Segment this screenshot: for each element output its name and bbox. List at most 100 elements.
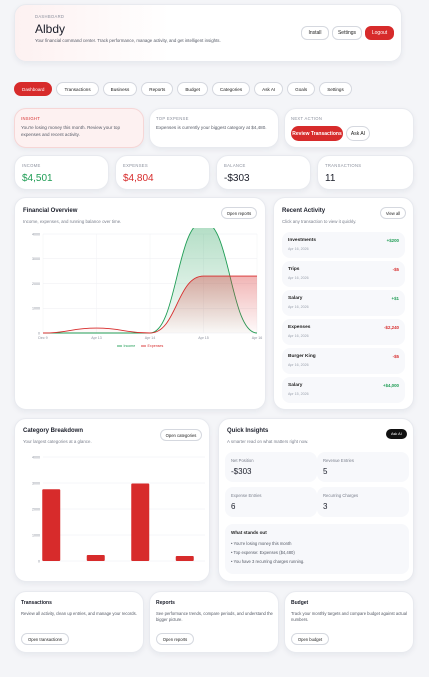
ask-ai-button[interactable]: Ask AI [346, 126, 370, 141]
open-transactions-button[interactable]: Open transactions [21, 633, 69, 645]
y-tick-label: 3000 [32, 257, 40, 261]
activity-item[interactable]: Investments Apr 16, 2026 +$200 [282, 232, 405, 258]
logout-button[interactable]: Logout [365, 26, 394, 40]
stat-transactions-value: 11 [325, 173, 336, 184]
stands-out-item: • Top expense: Expenses ($4,480) [231, 550, 295, 555]
open-categories-button[interactable]: Open categories [160, 429, 202, 441]
activity-item-amount: +$1 [391, 296, 399, 301]
activity-item[interactable]: Expenses Apr 16, 2026 -$2,240 [282, 319, 405, 345]
top-expense-text: Expenses is currently your biggest categ… [156, 125, 267, 130]
y-tick-label: 0 [38, 331, 40, 335]
category-breakdown-card: Category Breakdown Your largest categori… [14, 418, 210, 582]
series-area-expenses [43, 276, 257, 333]
activity-item-name: Burger King [288, 354, 316, 359]
tab-ask-ai[interactable]: Ask AI [254, 82, 284, 96]
activity-item-name: Expenses [288, 325, 311, 330]
x-tick-label: Apr 16 [252, 336, 263, 340]
activity-item-amount: -$2,240 [384, 325, 399, 330]
x-tick-label: Dec 9 [38, 336, 47, 340]
recent-activity-card: Recent Activity Click any transaction to… [273, 197, 414, 410]
stat-income-value: $4,501 [22, 173, 53, 184]
review-transactions-button[interactable]: Review Transactions [291, 126, 343, 141]
insight-label: INSIGHT [21, 116, 41, 121]
activity-item-amount: -$5 [392, 267, 399, 272]
expense-entries-box: Expense Entries 6 [225, 487, 317, 517]
nav-tabs: Dashboard Transactions Business Reports … [14, 82, 352, 96]
reports-shortcut-card: Reports See performance trends, compare … [149, 591, 279, 653]
activity-item-date: Apr 16, 2026 [288, 247, 309, 251]
activity-item-amount: -$5 [392, 354, 399, 359]
financial-overview-card: Financial Overview Income, expenses, and… [14, 197, 266, 410]
expense-entries-value: 6 [231, 502, 236, 511]
activity-item-date: Apr 16, 2026 [288, 363, 309, 367]
shortcut-text: Review all activity, clean up entries, a… [21, 611, 137, 616]
tab-transactions[interactable]: Transactions [56, 82, 99, 96]
overview-chart: 0 1000 2000 3000 4000 Dec 9 Apr 13 Apr 14 Apr 15… [32, 228, 263, 348]
y-tick-label: 3000 [32, 481, 40, 485]
activity-item-name: Salary [288, 296, 303, 301]
activity-item[interactable]: Salary Apr 15, 2026 +$4,000 [282, 377, 405, 403]
shortcut-title: Budget [291, 600, 309, 606]
revenue-entries-box: Revenue Entries 5 [317, 452, 409, 482]
legend-label: Expenses [148, 344, 164, 348]
tab-dashboard[interactable]: Dashboard [14, 82, 53, 96]
settings-button[interactable]: Settings [332, 26, 362, 40]
tab-categories[interactable]: Categories [211, 82, 251, 96]
overview-subtitle: Income, expenses, and running balance ov… [23, 219, 122, 224]
activity-item[interactable]: Salary Apr 16, 2026 +$1 [282, 290, 405, 316]
overview-title: Financial Overview [23, 208, 78, 214]
activity-item-name: Trips [288, 267, 300, 272]
stat-balance-label: BALANCE [224, 163, 246, 168]
stat-transactions-label: TRANSACTIONS [325, 163, 362, 168]
y-tick-label: 4000 [32, 455, 40, 459]
category-bar [86, 555, 105, 561]
y-tick-label: 4000 [32, 232, 40, 236]
recurring-charges-box: Recurring Charges 3 [317, 487, 409, 517]
shortcut-title: Reports [156, 600, 175, 606]
activity-item[interactable]: Burger King Apr 16, 2026 -$5 [282, 348, 405, 374]
activity-item-date: Apr 15, 2026 [288, 392, 309, 396]
next-action-label: NEXT ACTION [291, 116, 323, 121]
header-card: DASHBOARD Albdy Your financial command c… [14, 4, 402, 62]
stat-expenses-label: EXPENSES [123, 163, 148, 168]
stat-expenses: EXPENSES $4,804 [115, 155, 210, 190]
install-button[interactable]: Install [301, 26, 329, 40]
x-tick-label: Apr 15 [198, 336, 209, 340]
quick-title: Quick Insights [227, 428, 269, 434]
stat-income-label: INCOME [22, 163, 41, 168]
y-tick-label: 1000 [32, 533, 40, 537]
transactions-shortcut-card: Transactions Review all activity, clean … [14, 591, 144, 653]
tab-budget[interactable]: Budget [177, 82, 208, 96]
tab-reports[interactable]: Reports [141, 82, 174, 96]
stat-income: INCOME $4,501 [14, 155, 109, 190]
net-position-box: Net Position -$303 [225, 452, 317, 482]
ask-ai-badge[interactable]: Ask AI [386, 429, 407, 439]
budget-shortcut-card: Budget Track your monthly targets and co… [284, 591, 414, 653]
open-reports-button[interactable]: Open reports [221, 207, 257, 219]
header-eyebrow: DASHBOARD [35, 14, 65, 19]
top-expense-card: TOP EXPENSE Expenses is currently your b… [149, 108, 279, 148]
shortcut-text: Track your monthly targets and compare b… [291, 611, 407, 623]
net-position-value: -$303 [231, 467, 252, 476]
activity-item-name: Investments [288, 238, 316, 243]
tab-settings[interactable]: Settings [319, 82, 352, 96]
x-tick-label: Apr 13 [91, 336, 102, 340]
open-budget-button[interactable]: Open budget [291, 633, 329, 645]
activity-item-date: Apr 16, 2026 [288, 334, 309, 338]
activity-item-amount: +$4,000 [383, 383, 399, 388]
stat-balance-value: -$303 [224, 173, 250, 184]
category-title: Category Breakdown [23, 428, 84, 434]
shortcut-text: See performance trends, compare periods,… [156, 611, 273, 623]
view-all-button[interactable]: View all [380, 207, 406, 219]
x-tick-label: Apr 14 [145, 336, 156, 340]
activity-title: Recent Activity [282, 208, 326, 214]
activity-item-amount: +$200 [386, 238, 399, 243]
open-reports-shortcut-button[interactable]: Open reports [156, 633, 194, 645]
app-name: Albdy [35, 22, 66, 36]
stands-out-box: What stands out • You're losing money th… [225, 524, 409, 574]
expense-entries-label: Expense Entries [231, 493, 262, 498]
category-bar [175, 556, 194, 561]
tab-goals[interactable]: Goals [287, 82, 316, 96]
activity-item[interactable]: Trips Apr 16, 2026 -$5 [282, 261, 405, 287]
tab-business[interactable]: Business [102, 82, 138, 96]
